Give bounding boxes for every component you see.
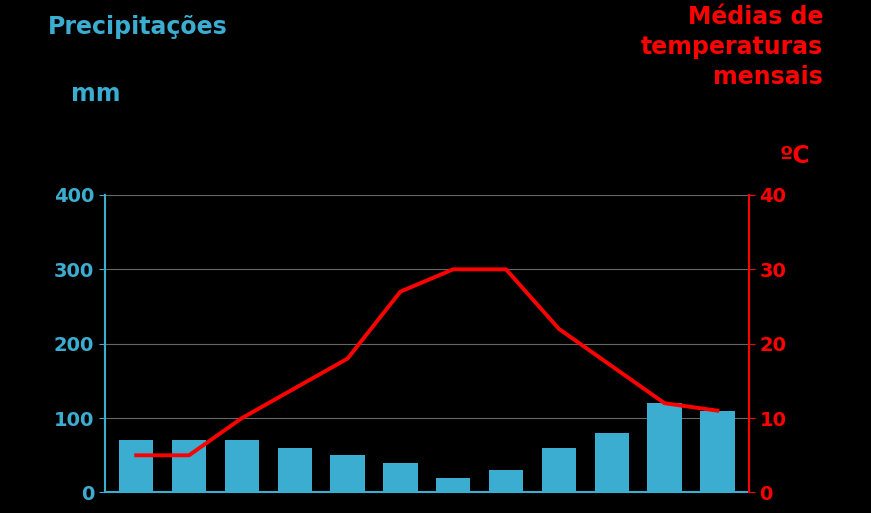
Bar: [647, 403, 682, 492]
Text: Médias de
temperaturas
mensais: Médias de temperaturas mensais: [641, 5, 823, 89]
Bar: [278, 448, 312, 492]
Bar: [119, 440, 153, 492]
Bar: [172, 440, 206, 492]
Text: ºC: ºC: [780, 144, 810, 168]
Bar: [225, 440, 259, 492]
Bar: [595, 433, 629, 492]
Bar: [383, 463, 417, 492]
Bar: [436, 478, 470, 492]
Bar: [700, 410, 734, 492]
Bar: [489, 470, 523, 492]
Bar: [542, 448, 576, 492]
Bar: [330, 456, 365, 492]
Text: mm: mm: [71, 82, 121, 106]
Text: Precipitações: Precipitações: [48, 15, 227, 40]
